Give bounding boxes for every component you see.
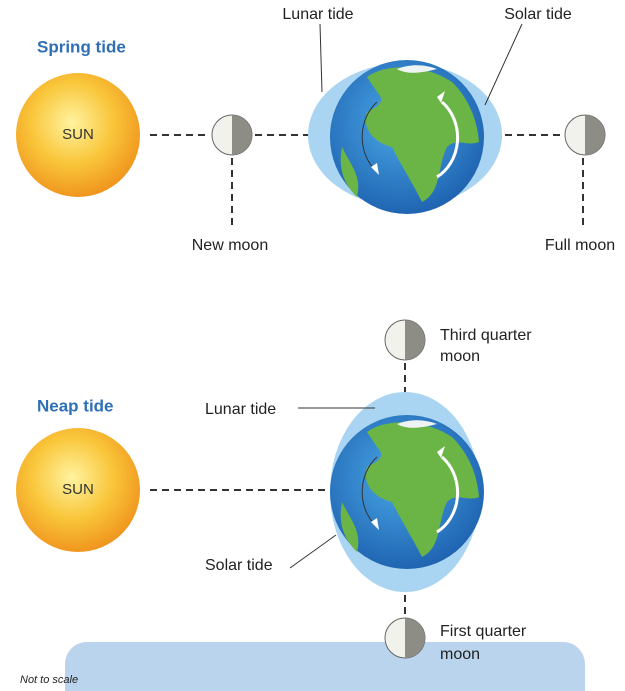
sun-label: SUN <box>62 126 94 143</box>
full-moon-label: Full moon <box>545 237 615 254</box>
scale-note: Not to scale <box>20 674 78 686</box>
sun-label: SUN <box>62 481 94 498</box>
first-quarter-label: First quarter <box>440 623 527 640</box>
earth <box>330 60 484 214</box>
full-moon <box>565 115 605 155</box>
neap-title: Neap tide <box>37 396 114 415</box>
spring-title: Spring tide <box>37 37 126 56</box>
earth <box>330 415 484 569</box>
new-moon <box>212 115 252 155</box>
third-quarter-label: moon <box>440 348 480 365</box>
solar-tide-label: Solar tide <box>504 6 572 23</box>
bottom-panel <box>65 642 585 691</box>
third-quarter-label: Third quarter <box>440 327 532 344</box>
lunar-tide-label: Lunar tide <box>205 401 276 418</box>
new-moon-label: New moon <box>192 237 268 254</box>
first-quarter-label: moon <box>440 646 480 663</box>
solar-tide-label: Solar tide <box>205 557 273 574</box>
lunar-tide-label: Lunar tide <box>282 6 353 23</box>
tides-diagram: Spring tide SUN New moon Lunar tide Sola… <box>0 0 625 691</box>
first-quarter-moon <box>385 618 425 658</box>
third-quarter-moon <box>385 320 425 360</box>
